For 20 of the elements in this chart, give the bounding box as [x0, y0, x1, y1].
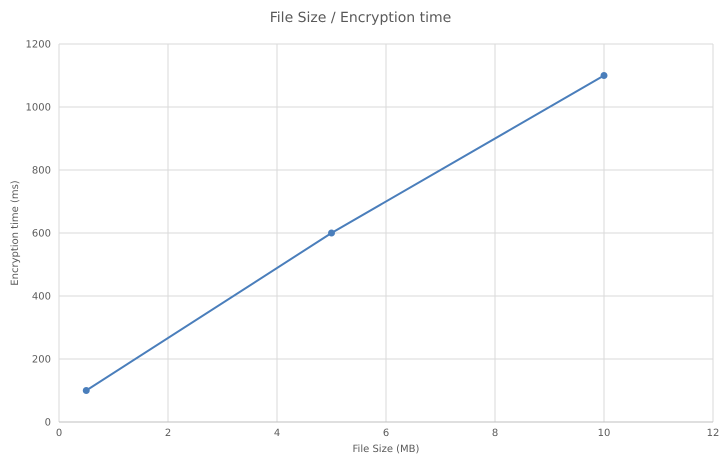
x-tick-label: 10 [598, 428, 610, 439]
chart-title: File Size / Encryption time [270, 10, 452, 26]
y-tick-label: 400 [32, 292, 51, 302]
point [82, 387, 90, 394]
y-tick-label: 800 [32, 166, 51, 176]
point [600, 72, 608, 79]
x-axis-title: File Size (MB) [352, 444, 420, 455]
x-tick-label: 8 [492, 428, 498, 439]
x-tick-label: 12 [706, 428, 720, 439]
x-tick-label: 6 [382, 428, 390, 439]
y-axis-title: Encryption time (ms) [10, 180, 21, 286]
y-tick-label: 1000 [26, 102, 51, 114]
y-tick-label: 600 [32, 228, 51, 240]
y-tick-label: 0 [44, 418, 51, 428]
y-tick-label: 1200 [26, 40, 51, 50]
x-tick-label: 2 [164, 428, 172, 439]
x-tick-label: 0 [56, 428, 62, 439]
point [328, 230, 335, 236]
y-tick-label: 200 [32, 354, 51, 366]
x-tick-label: 4 [274, 428, 280, 439]
